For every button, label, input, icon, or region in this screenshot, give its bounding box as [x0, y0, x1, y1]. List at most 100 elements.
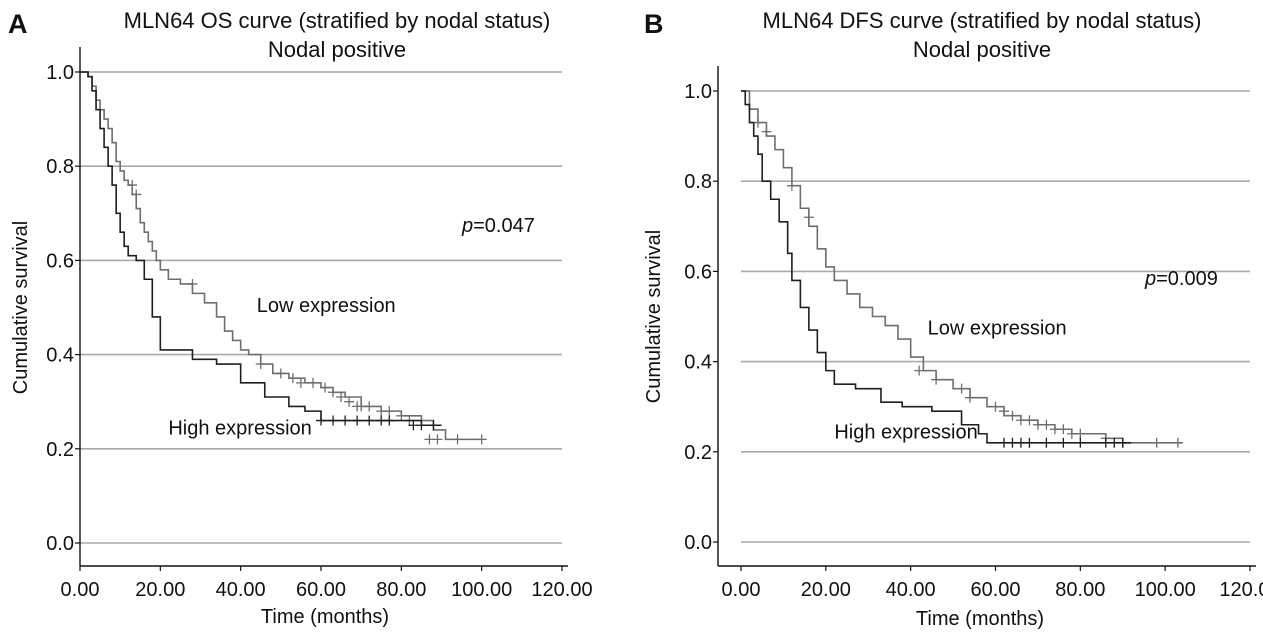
- censor-mark: [275, 368, 286, 379]
- series-line-high-expression: [741, 90, 1132, 444]
- y-tick-label: 1.0: [46, 62, 74, 84]
- censor-mark: [1058, 424, 1069, 435]
- x-tick-label: 100.00: [451, 579, 512, 601]
- x-tick-label: 120.00: [1219, 579, 1263, 601]
- censor-mark: [1024, 415, 1035, 426]
- censor-mark: [287, 373, 298, 384]
- censor-mark: [1151, 437, 1162, 448]
- censor-mark: [998, 437, 1009, 448]
- censor-mark: [1024, 437, 1035, 448]
- x-axis-label: Time (months): [916, 608, 1044, 630]
- censor-mark: [131, 189, 142, 200]
- y-tick-label: 0.6: [46, 250, 74, 272]
- censor-mark: [1015, 437, 1026, 448]
- y-axis-label: Cumulative survival: [10, 221, 32, 394]
- x-tick-label: 0.00: [61, 579, 100, 601]
- x-tick-label: 80.00: [376, 579, 426, 601]
- p-value-label: p=0.009: [1144, 268, 1218, 290]
- series-label-low-expression: Low expression: [257, 295, 396, 317]
- chart-title: MLN64 OS curve (stratified by nodal stat…: [124, 8, 551, 33]
- censor-mark: [187, 278, 198, 289]
- censor-mark: [127, 180, 138, 191]
- series-label-high-expression: High expression: [168, 418, 311, 440]
- censor-mark: [1015, 415, 1026, 426]
- series-label-high-expression: High expression: [834, 421, 977, 443]
- censor-mark: [1007, 437, 1018, 448]
- p-value-label: p=0.047: [461, 215, 535, 237]
- censor-mark: [1100, 437, 1111, 448]
- censor-mark: [428, 420, 439, 431]
- p-value: =0.047: [473, 215, 535, 237]
- censor-mark: [295, 377, 306, 388]
- y-tick-label: 0.2: [684, 442, 712, 464]
- censor-mark: [1075, 437, 1086, 448]
- censor-mark: [416, 420, 427, 431]
- x-tick-label: 80.00: [1055, 579, 1105, 601]
- chart-title: MLN64 DFS curve (stratified by nodal sta…: [763, 8, 1202, 33]
- censor-mark: [344, 396, 355, 407]
- censor-mark: [956, 383, 967, 394]
- censor-mark: [452, 434, 463, 445]
- censor-mark: [1075, 428, 1086, 439]
- censor-mark: [965, 392, 976, 403]
- y-tick-label: 0.2: [46, 439, 74, 461]
- x-tick-label: 40.00: [886, 579, 936, 601]
- p-value-symbol: p: [461, 215, 473, 237]
- censor-mark: [328, 387, 339, 398]
- censor-mark: [998, 406, 1009, 417]
- censor-mark: [1032, 419, 1043, 430]
- censor-mark: [1041, 437, 1052, 448]
- chart-subtitle: Nodal positive: [913, 37, 1051, 62]
- y-axis-label: Cumulative survival: [643, 230, 665, 403]
- censor-mark: [1049, 424, 1060, 435]
- censor-mark: [432, 434, 443, 445]
- y-tick-label: 0.0: [684, 532, 712, 554]
- x-tick-label: 0.00: [722, 579, 761, 601]
- y-tick-label: 0.8: [684, 171, 712, 193]
- censor-mark: [476, 434, 487, 445]
- censor-mark: [320, 382, 331, 393]
- y-tick-label: 0.6: [684, 261, 712, 283]
- y-tick-label: 0.4: [46, 345, 74, 367]
- censor-mark: [1058, 437, 1069, 448]
- x-tick-label: 60.00: [296, 579, 346, 601]
- censor-mark: [1041, 419, 1052, 430]
- x-axis-label: Time (months): [261, 606, 389, 628]
- x-tick-label: 100.00: [1135, 579, 1196, 601]
- p-value: =0.009: [1156, 268, 1218, 290]
- series-line-high-expression: [80, 71, 442, 427]
- censor-mark: [1117, 437, 1128, 448]
- series-line-low-expression: [80, 71, 482, 441]
- x-tick-label: 20.00: [135, 579, 185, 601]
- censor-mark: [752, 117, 763, 128]
- y-tick-label: 0.8: [46, 156, 74, 178]
- x-tick-label: 120.00: [531, 579, 592, 601]
- censor-mark: [396, 410, 407, 421]
- censor-mark: [1007, 410, 1018, 421]
- censor-mark: [1066, 428, 1077, 439]
- censor-mark: [761, 126, 772, 137]
- censor-mark: [1109, 437, 1120, 448]
- x-tick-label: 20.00: [801, 579, 851, 601]
- chart-subtitle: Nodal positive: [268, 37, 406, 62]
- censor-mark: [914, 365, 925, 376]
- chart-panel-a: A MLN64 OS curve (stratified by nodal sta…: [8, 8, 593, 628]
- censor-mark: [990, 401, 1001, 412]
- censor-mark: [364, 415, 375, 426]
- y-tick-label: 0.0: [46, 533, 74, 555]
- chart-panel-b: B MLN64 DFS curve (stratified by nodal st…: [643, 8, 1263, 630]
- censor-mark: [1172, 437, 1183, 448]
- y-tick-label: 1.0: [684, 81, 712, 103]
- censor-mark: [316, 415, 326, 426]
- y-tick-label: 0.4: [684, 352, 712, 374]
- censor-mark: [364, 401, 375, 412]
- p-value-symbol: p: [1144, 268, 1156, 290]
- censor-mark: [384, 415, 395, 426]
- series-label-low-expression: Low expression: [928, 318, 1067, 340]
- censor-mark: [307, 377, 318, 388]
- censor-mark: [786, 180, 797, 191]
- censor-mark: [384, 406, 395, 417]
- censor-mark: [352, 415, 363, 426]
- censor-mark: [336, 391, 347, 402]
